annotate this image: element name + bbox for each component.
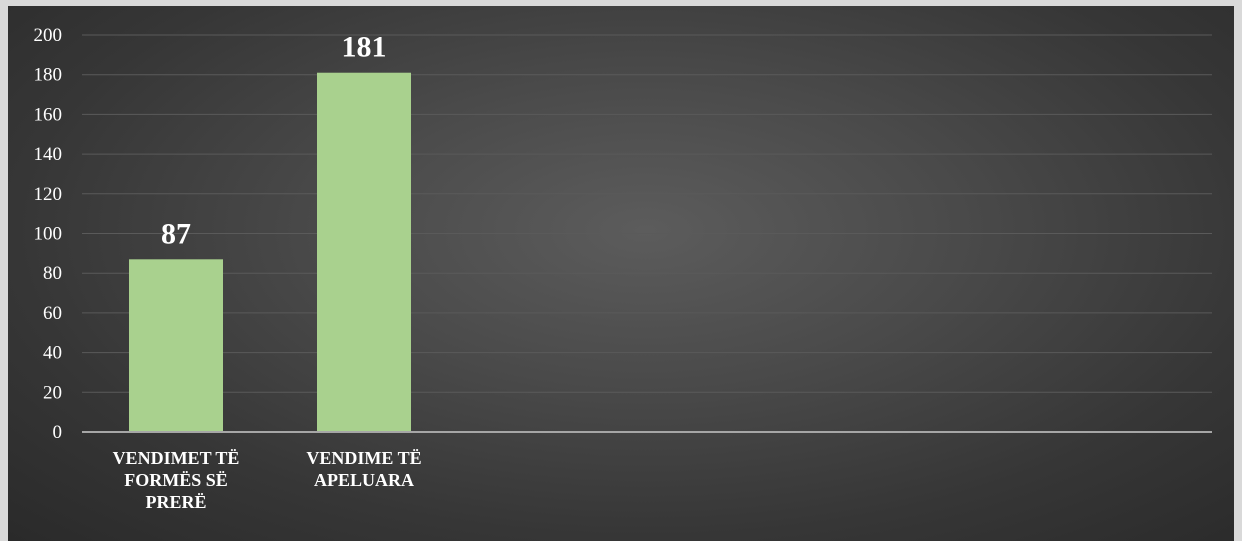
chart-area: 0 20 40 60 80 100 120 140 160 180 200 87 181 VENDIM…: [8, 6, 1234, 541]
x-category-label-line: VENDIME TË: [306, 448, 421, 468]
y-tick-label: 0: [53, 422, 63, 443]
y-tick-label: 40: [43, 343, 62, 364]
y-tick-label: 120: [34, 184, 63, 205]
x-category-label-line: APELUARA: [314, 470, 414, 490]
gridlines: [82, 34, 1212, 393]
bar: [129, 259, 223, 432]
bars: [129, 72, 411, 432]
x-category-label: VENDIME TË APELUARA: [306, 448, 421, 490]
data-label: 87: [161, 217, 191, 250]
data-label: 181: [342, 31, 387, 64]
x-category-label-line: PRERË: [145, 492, 206, 512]
y-axis-tick-labels: 0 20 40 60 80 100 120 140 160 180 200: [34, 25, 63, 443]
y-tick-label: 140: [34, 144, 63, 165]
y-tick-label: 80: [43, 263, 62, 284]
data-labels: 87 181: [161, 31, 387, 251]
y-tick-label: 160: [34, 104, 63, 125]
x-category-label-line: FORMËS SË: [124, 470, 228, 490]
y-tick-label: 200: [34, 25, 63, 46]
y-tick-label: 20: [43, 382, 62, 403]
x-axis-category-labels: VENDIMET TË FORMËS SË PRERË VENDIME TË APELU…: [113, 448, 422, 512]
x-category-label: VENDIMET TË FORMËS SË PRERË: [113, 448, 240, 512]
bar: [317, 72, 411, 432]
y-tick-label: 180: [34, 65, 63, 86]
bar-chart: 0 20 40 60 80 100 120 140 160 180 200 87 181 VENDIM…: [34, 25, 1212, 512]
y-tick-label: 60: [43, 303, 62, 324]
y-tick-label: 100: [34, 224, 63, 245]
x-category-label-line: VENDIMET TË: [113, 448, 240, 468]
